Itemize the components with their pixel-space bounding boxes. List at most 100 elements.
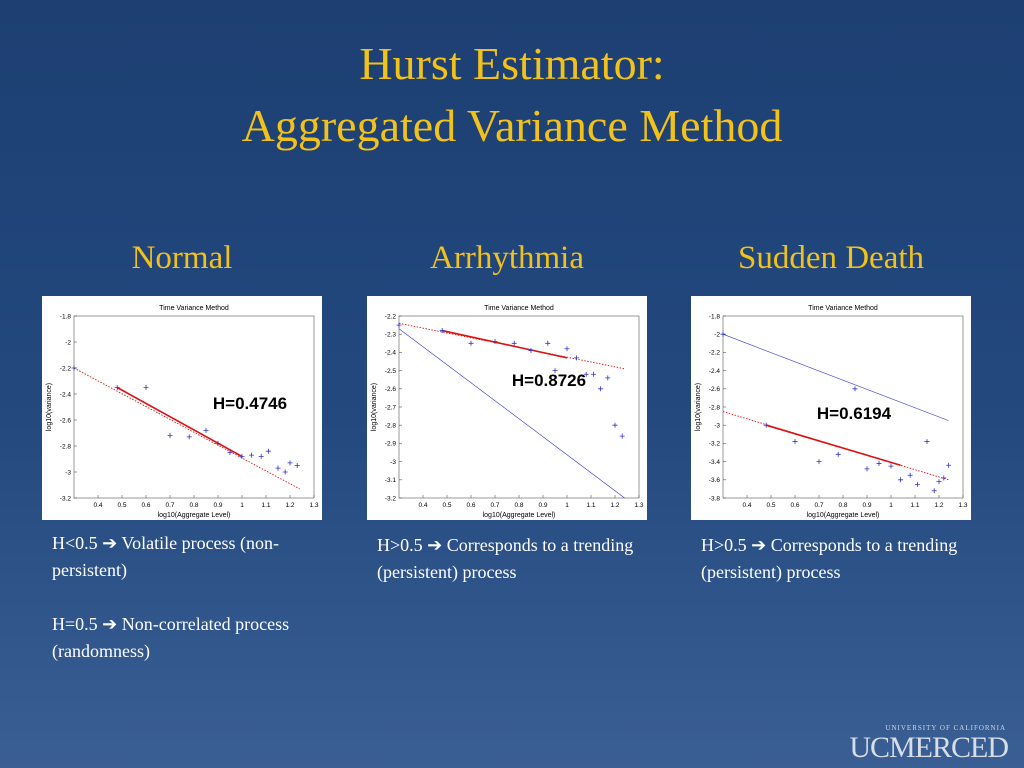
x-tick-label: 1	[565, 502, 569, 509]
x-tick-label: 0.8	[838, 502, 847, 509]
x-tick-label: 0.9	[538, 502, 547, 509]
x-tick-label: 1.2	[610, 502, 619, 509]
point	[143, 385, 149, 390]
y-tick-label: -2.2	[709, 350, 721, 357]
chart-title: Time Variance Method	[484, 305, 554, 312]
point	[258, 453, 264, 459]
point	[590, 371, 596, 377]
x-tick-label: 0.5	[442, 502, 451, 509]
point	[396, 322, 402, 328]
chart: Time Variance Method log10(Aggregate Leve…	[367, 296, 647, 520]
reference-line	[398, 328, 625, 499]
x-tick-label: 1.3	[309, 502, 318, 509]
y-tick-label: -1.8	[709, 313, 721, 320]
y-tick-label: -1.8	[60, 313, 72, 320]
point	[898, 477, 904, 483]
point	[907, 472, 913, 478]
column-heading: Sudden Death	[737, 240, 925, 276]
x-tick-label: 0.5	[766, 502, 775, 509]
point	[511, 340, 517, 346]
y-tick-label: -2.6	[60, 417, 72, 424]
point	[545, 340, 551, 346]
point	[888, 463, 894, 469]
y-tick-label: -2	[714, 332, 720, 339]
x-tick-label: 0.6	[790, 502, 799, 509]
y-axis-label: log10(variance)	[695, 383, 702, 431]
chart: Time Variance Method log10(Aggregate Leve…	[42, 296, 322, 520]
point	[265, 448, 271, 454]
x-tick-label: 0.7	[814, 502, 823, 509]
point	[215, 440, 221, 446]
point	[282, 469, 288, 475]
x-tick-label: 0.8	[189, 502, 198, 509]
point	[71, 365, 77, 371]
point	[564, 346, 570, 352]
x-tick-label: 1.1	[261, 502, 270, 509]
point	[852, 386, 858, 392]
x-tick-label: 0.4	[742, 502, 751, 509]
y-tick-label: -2.2	[60, 365, 72, 372]
column-heading: Arrhythmia	[430, 240, 584, 276]
x-tick-label: 1.2	[934, 502, 943, 509]
y-tick-label: -2.7	[385, 404, 397, 411]
y-tick-label: -2	[65, 339, 71, 346]
point	[835, 451, 841, 457]
x-tick-label: 0.7	[490, 502, 499, 509]
fit-line	[442, 329, 568, 359]
point	[468, 340, 474, 346]
point	[946, 462, 952, 468]
x-tick-label: 1	[889, 502, 893, 509]
point	[924, 439, 930, 445]
point	[275, 465, 281, 471]
y-tick-label: -2.4	[60, 391, 72, 398]
annotation: H=0.8726	[512, 371, 586, 390]
reference-line	[722, 333, 949, 421]
logo: UCMERCED	[849, 731, 1009, 764]
point	[114, 385, 120, 390]
y-tick-label: -3	[714, 423, 720, 430]
y-tick-label: -3.6	[709, 477, 721, 484]
x-axis-label: log10(Aggregate Level)	[807, 512, 880, 519]
point	[619, 433, 625, 439]
slide-title: Hurst Estimator:	[359, 38, 665, 89]
x-tick-label: 0.5	[117, 502, 126, 509]
note: H>0.5 ➔ Corresponds to a trending (persi…	[377, 535, 634, 582]
point	[239, 453, 245, 459]
y-tick-label: -2.6	[385, 386, 397, 393]
y-tick-label: -3.2	[709, 441, 721, 448]
logo-text: UNIVERSITY OF CALIFORNIA	[885, 724, 1006, 732]
point	[941, 475, 947, 481]
plot-area	[722, 315, 964, 499]
point	[552, 368, 558, 374]
x-tick-label: 1.3	[958, 502, 967, 509]
x-tick-label: 1.1	[910, 502, 919, 509]
y-tick-label: -2.8	[709, 404, 721, 411]
x-tick-label: 0.4	[93, 502, 102, 509]
fit-line	[116, 386, 243, 458]
y-tick-label: -2.8	[385, 423, 397, 430]
point	[598, 386, 604, 392]
y-axis-label: log10(variance)	[371, 383, 378, 431]
fit-extension	[73, 367, 300, 490]
point	[605, 375, 611, 381]
point	[612, 422, 618, 428]
point	[792, 439, 798, 445]
annotation: H=0.4746	[213, 394, 287, 413]
point	[816, 459, 822, 465]
y-tick-label: -2.3	[385, 332, 397, 339]
fit-line	[765, 424, 901, 467]
x-tick-label: 0.8	[514, 502, 523, 509]
point	[914, 481, 920, 487]
notes: H<0.5 ➔ Volatile process (non-persistent…	[52, 530, 322, 692]
y-tick-label: -2.2	[385, 313, 397, 320]
point	[203, 427, 209, 433]
chart-title: Time Variance Method	[808, 305, 878, 312]
note: H>0.5 ➔ Corresponds to a trending (persi…	[701, 535, 958, 582]
y-tick-label: -3.2	[60, 495, 72, 502]
point	[574, 355, 580, 361]
x-tick-label: 0.4	[418, 502, 427, 509]
point	[583, 371, 589, 377]
x-tick-label: 0.7	[165, 502, 174, 509]
point	[936, 479, 942, 485]
y-tick-label: -3.1	[385, 477, 397, 484]
